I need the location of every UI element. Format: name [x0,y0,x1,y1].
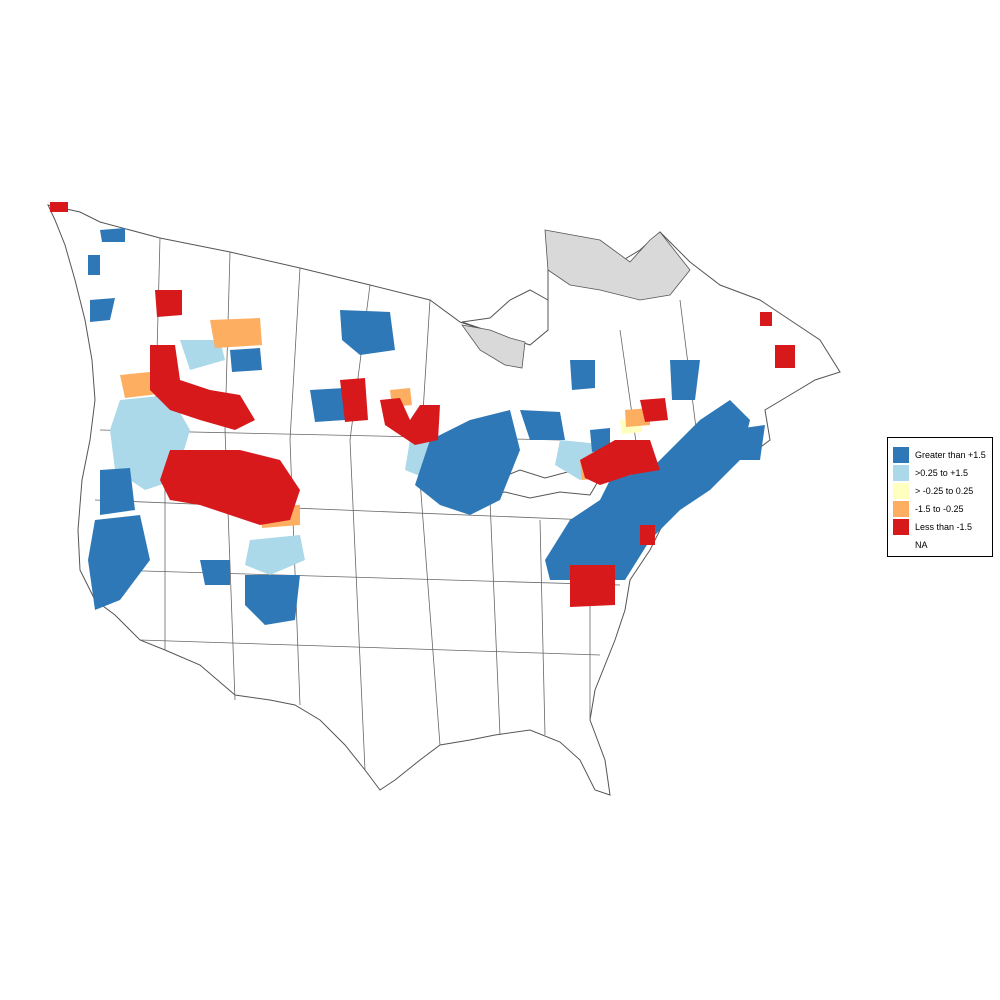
legend-swatch [893,536,909,553]
legend-label: >0.25 to +1.5 [915,467,969,478]
legend-swatch [893,482,909,499]
trend-red [50,202,795,607]
legend-item-minus-1-5-to-minus-0-25: -1.5 to -0.25 [893,500,964,517]
legend-item-neutral: > -0.25 to 0.25 [893,482,973,499]
legend-label: -1.5 to -0.25 [915,503,964,514]
na-regions [461,229,691,369]
legend-label: Greater than +1.5 [915,449,986,460]
legend-label: NA [915,539,928,550]
legend-swatch [893,500,909,517]
trend-dark-blue [88,228,765,625]
legend-item-na: NA [893,536,928,553]
legend-swatch [893,446,909,463]
legend-swatch [893,518,909,535]
legend-label: > -0.25 to 0.25 [915,485,974,496]
legend-label: Less than -1.5 [915,521,973,532]
legend-item-less-than-minus-1-5: Less than -1.5 [893,518,972,535]
legend-item-0-25-to-1-5: >0.25 to +1.5 [893,464,968,481]
legend-swatch [893,464,909,481]
legend-item-greater-than-1-5: Greater than +1.5 [893,446,986,463]
map-legend: Greater than +1.5 >0.25 to +1.5 > -0.25 … [887,437,993,557]
